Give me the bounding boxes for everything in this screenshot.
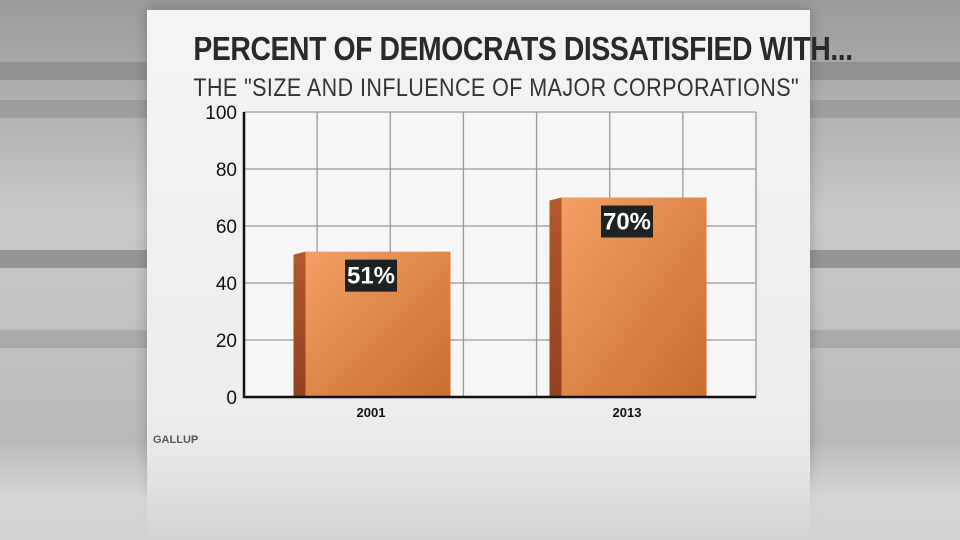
background-stripe: [0, 250, 150, 268]
x-tick-label: 2001: [357, 405, 386, 420]
background-stripe: [0, 100, 150, 118]
chart-title: PERCENT OF DEMOCRATS DISSATISFIED WITH..…: [193, 30, 853, 67]
background-stripe: [810, 330, 960, 348]
x-tick-label: 2013: [613, 405, 642, 420]
y-tick-label: 100: [205, 103, 237, 124]
data-label-box: [601, 205, 653, 238]
background-stripe: [810, 62, 960, 80]
data-label: 70%: [603, 209, 651, 236]
y-tick-label: 60: [216, 217, 237, 238]
source-label: GALLUP: [153, 434, 199, 446]
bar-side: [293, 251, 306, 397]
chart-subtitle: THE "SIZE AND INFLUENCE OF MAJOR CORPORA…: [193, 74, 800, 102]
data-label-box: [345, 259, 397, 292]
background-stripe: [0, 330, 150, 348]
bar-side: [549, 197, 562, 397]
y-tick-label: 80: [216, 160, 237, 181]
y-tick-label: 20: [216, 331, 237, 352]
y-tick-label: 0: [226, 388, 237, 409]
y-tick-label: 40: [216, 274, 237, 295]
background-stripe: [0, 62, 150, 80]
background-stripe: [810, 250, 960, 268]
data-label: 51%: [347, 263, 395, 290]
background-stripe: [810, 100, 960, 118]
